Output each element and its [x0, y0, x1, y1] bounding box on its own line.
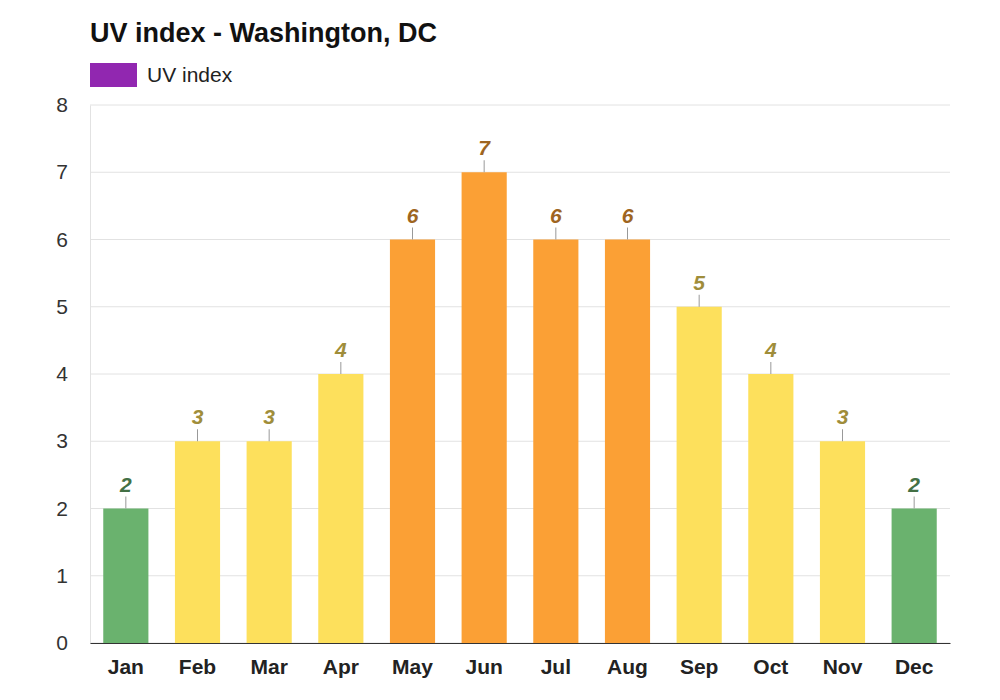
x-tick: Nov	[823, 643, 863, 678]
bar	[533, 240, 578, 644]
data-label: 3	[192, 405, 204, 428]
y-tick: 2	[56, 497, 90, 520]
legend-label: UV index	[147, 63, 233, 86]
data-label: 3	[837, 405, 849, 428]
bars	[103, 172, 936, 643]
data-label-connector	[699, 295, 700, 307]
x-tick-label: Feb	[179, 655, 216, 678]
y-tick-label: 5	[56, 295, 68, 318]
grid	[90, 105, 950, 643]
x-tick: Feb	[179, 643, 216, 678]
bar	[605, 240, 650, 644]
grid-line	[90, 172, 950, 173]
plot: 012345678233467665432JanFebMarAprMayJunJ…	[56, 93, 950, 678]
data-label: 6	[550, 204, 562, 227]
data-label: 2	[119, 473, 132, 496]
y-axis-line	[90, 106, 91, 644]
x-tick: Jan	[108, 643, 144, 678]
y-tick: 5	[56, 295, 90, 318]
x-tick: Mar	[250, 643, 287, 678]
y-tick: 4	[56, 362, 90, 385]
data-label: 6	[407, 204, 419, 227]
bar	[318, 374, 363, 643]
bar	[175, 441, 220, 643]
x-tick-label: Jun	[465, 655, 502, 678]
x-tick-label: Jul	[541, 655, 571, 678]
x-tick-label: Aug	[607, 655, 648, 678]
data-label: 4	[334, 338, 347, 361]
y-tick: 3	[56, 429, 90, 452]
x-axis-line	[91, 643, 951, 644]
x-tick: Aug	[607, 643, 648, 678]
chart: UV index - Washington, DC UV index 0 1 2 3 4 5 6…	[0, 0, 1000, 700]
data-label: 5	[693, 271, 705, 294]
bar	[820, 441, 865, 643]
legend-swatch	[90, 63, 137, 87]
data-label-connector	[340, 362, 341, 374]
data-label: 7	[478, 136, 491, 159]
data-label-connector	[914, 497, 915, 509]
bar	[462, 172, 507, 643]
y-tick-label: 3	[56, 429, 68, 452]
x-tick-label: Nov	[823, 655, 863, 678]
x-tick: Jun	[465, 643, 502, 678]
y-tick-label: 8	[56, 93, 68, 116]
bar	[677, 307, 722, 643]
y-tick: 7	[56, 160, 90, 183]
x-tick: Dec	[895, 643, 934, 678]
bar	[892, 509, 937, 644]
x-tick-label: Apr	[323, 655, 359, 678]
title: UV index - Washington, DC	[90, 18, 437, 48]
x-tick-label: Mar	[250, 655, 287, 678]
data-label: 2	[907, 473, 920, 496]
y-tick: 1	[56, 564, 90, 587]
y-tick-label: 0	[56, 631, 68, 654]
data-label-connector	[412, 228, 413, 240]
data-label-connector	[269, 429, 270, 441]
data-label-connector	[484, 160, 485, 172]
y-tick: 6	[56, 228, 90, 251]
grid-line	[90, 374, 950, 375]
data-label: 4	[764, 338, 777, 361]
data-label-connector	[555, 228, 556, 240]
bar	[748, 374, 793, 643]
y-tick-label: 7	[56, 160, 68, 183]
x-tick: Jul	[541, 643, 571, 678]
data-label-connector	[125, 497, 126, 509]
data-label: 3	[263, 405, 275, 428]
x-tick: Sep	[680, 643, 719, 678]
x-tick-label: Sep	[680, 655, 719, 678]
grid-line	[90, 239, 950, 240]
data-label: 6	[622, 204, 634, 227]
data-label-connector	[197, 429, 198, 441]
legend: UV index	[90, 63, 233, 87]
y-axis: 0 1 2 3 4 5 6 7 8	[56, 93, 90, 654]
data-label-connector	[627, 228, 628, 240]
x-tick-label: Dec	[895, 655, 934, 678]
x-axis: Jan Feb Mar Apr May Jun Jul Aug Sep Oct Nov Dec	[91, 643, 951, 678]
bar	[390, 240, 435, 644]
x-tick-label: Oct	[753, 655, 788, 678]
y-tick: 0	[56, 631, 90, 654]
x-tick: May	[392, 643, 433, 678]
grid-line	[90, 306, 950, 307]
x-tick: Oct	[753, 643, 788, 678]
data-label-connector	[842, 429, 843, 441]
y-tick-label: 6	[56, 228, 68, 251]
x-tick-label: May	[392, 655, 433, 678]
bar	[103, 509, 148, 644]
y-tick-label: 4	[56, 362, 68, 385]
data-labels: 2 3 3 4 6 7 6 6 5 4 3 2	[119, 136, 920, 508]
y-tick: 8	[56, 93, 90, 116]
grid-line	[90, 105, 950, 106]
y-tick-label: 1	[56, 564, 68, 587]
bar	[247, 441, 292, 643]
data-label-connector	[770, 362, 771, 374]
y-tick-label: 2	[56, 497, 68, 520]
x-tick-label: Jan	[108, 655, 144, 678]
x-tick: Apr	[323, 643, 359, 678]
